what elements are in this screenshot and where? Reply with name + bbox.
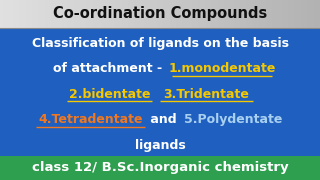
Text: Classification of ligands on the basis: Classification of ligands on the basis — [31, 37, 289, 50]
Text: Co-ordination Compounds: Co-ordination Compounds — [53, 6, 267, 21]
Text: 4.Tetradentate: 4.Tetradentate — [38, 113, 142, 126]
Text: 2.bidentate: 2.bidentate — [69, 88, 150, 101]
Text: 1.monodentate: 1.monodentate — [168, 62, 276, 75]
Text: 5.Polydentate: 5.Polydentate — [184, 113, 283, 126]
Text: and: and — [146, 113, 181, 126]
Bar — [0, 156, 320, 180]
Text: of attachment -: of attachment - — [53, 62, 166, 75]
Text: 3.Tridentate: 3.Tridentate — [164, 88, 249, 101]
Text: ligands: ligands — [135, 139, 185, 152]
Text: class 12/ B.Sc.Inorganic chemistry: class 12/ B.Sc.Inorganic chemistry — [32, 161, 288, 174]
